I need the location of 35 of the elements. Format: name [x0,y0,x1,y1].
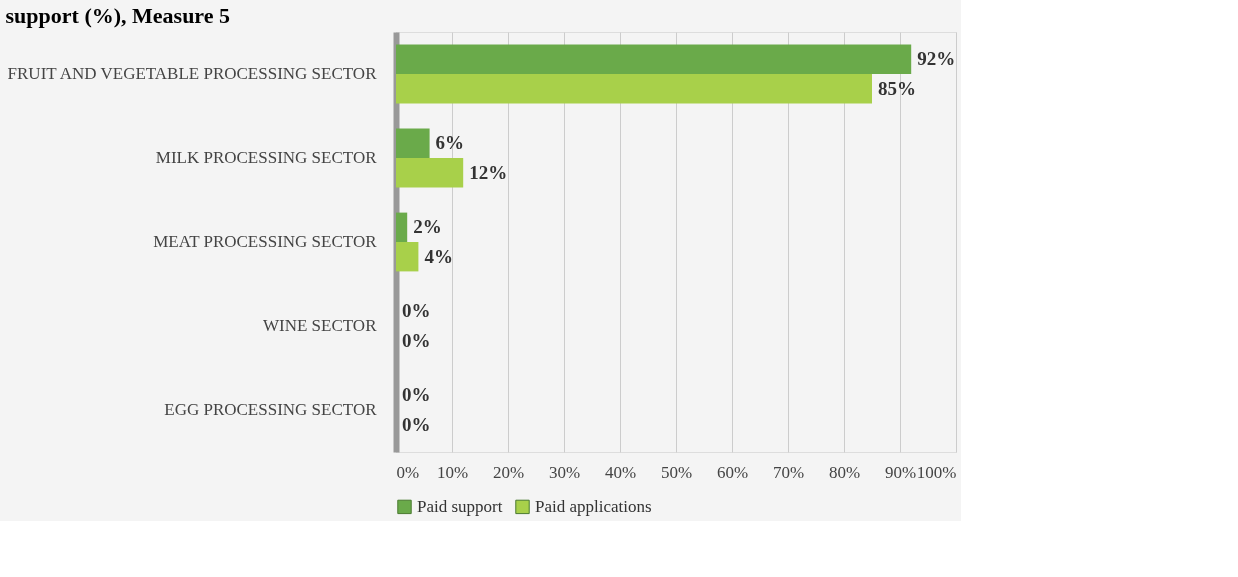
x-tick-label: 80% [828,462,861,482]
bar [396,44,912,74]
y-tick-label: WINE SECTOR [263,316,378,335]
bar [396,158,464,188]
x-tick-label: 100% [916,462,957,482]
data-label: 0% [402,300,431,322]
x-tick-label: 0% [396,462,420,482]
text: support (%), Measure 5 [5,3,230,28]
x-tick-label: 70% [772,462,805,482]
x-tick-label: 10% [436,462,469,482]
x-tick-label: 30% [548,462,581,482]
y-tick-label: FRUIT AND VEGETABLE PROCESSING SECTOR [7,64,378,83]
x-tick-label: 40% [604,462,637,482]
data-label: 92% [917,48,956,70]
bar [396,74,872,104]
y-tick-label: MILK PROCESSING SECTOR [155,148,378,167]
y-tick-label: MEAT PROCESSING SECTOR [153,232,378,251]
x-tick-label: 50% [660,462,693,482]
x-tick-label: 20% [492,462,525,482]
data-label: 6% [435,132,465,154]
bar [396,212,408,242]
data-label: 0% [402,329,431,351]
legend-label: Paid support [417,496,503,516]
x-tick-label: 60% [716,462,749,482]
x-tick-label: 90% [884,462,917,482]
data-label: 85% [878,77,916,99]
y-tick-label: EGG PROCESSING SECTOR [164,400,378,419]
data-label: 12% [469,161,508,183]
bar [396,128,430,158]
bar [396,242,419,272]
data-label: 0% [402,384,431,406]
legend-label: Paid applications [535,496,652,516]
data-label: 2% [413,216,442,238]
data-label: 0% [402,413,431,435]
data-label: 4% [424,245,453,267]
